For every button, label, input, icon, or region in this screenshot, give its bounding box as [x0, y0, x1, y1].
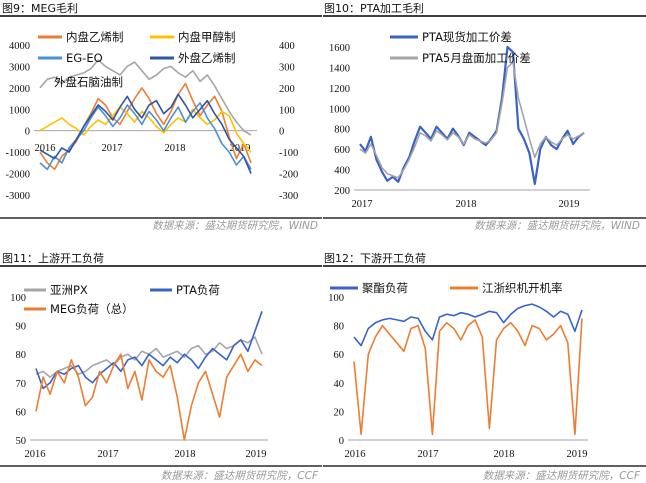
- chart12-title: 图12：下游开工负荷: [324, 251, 426, 265]
- chart12-x-tick-label: 2016: [345, 449, 366, 460]
- chart10-y-tick-label: 400: [334, 166, 350, 177]
- chart12-y-tick-label: 0: [339, 436, 344, 447]
- chart9-legend-label: 内盘甲醇制: [178, 30, 236, 44]
- chart11-x-tick-label: 2016: [25, 449, 46, 460]
- chart10-y-tick-label: 200: [334, 186, 350, 197]
- chart9-y-right-tick-label: -300: [279, 191, 298, 202]
- chart12-series-line: [353, 318, 583, 436]
- chart9-y-tick-label: 3000: [9, 62, 30, 73]
- chart12-y-tick-label: 40: [334, 379, 345, 390]
- chart9-y-right-tick-label: -200: [279, 170, 298, 181]
- chart12-source: 数据来源：盛达期货研究院，CCF: [483, 470, 641, 482]
- chart9-x-tick-label: 2016: [35, 143, 56, 154]
- chart10-legend-label: PTA5月盘面加工价差: [422, 51, 531, 65]
- chart10-series-line: [359, 45, 585, 185]
- chart9: 40003000200010000-1000-2000-300040030020…: [6, 30, 299, 202]
- chart10-y-tick-label: 1600: [329, 43, 350, 54]
- chart9-y-tick-label: 1000: [9, 105, 30, 116]
- chart11-source: 数据来源：盛达期货研究院，CCF: [161, 470, 319, 482]
- chart12-y-tick-label: 60: [334, 350, 345, 361]
- chart11-series-line: [35, 353, 263, 441]
- chart12-legend-label: 聚酯负荷: [362, 281, 408, 295]
- chart11-series-line: [35, 311, 263, 390]
- chart11-y-tick-label: 100: [10, 293, 26, 304]
- chart12-legend-label: 江浙织机开机率: [482, 281, 563, 295]
- chart10-y-tick-label: 1000: [329, 104, 350, 115]
- chart12-series-line: [353, 303, 583, 347]
- chart10-title: 图10：PTA加工毛利: [324, 2, 424, 15]
- chart12-y-tick-label: 100: [328, 293, 344, 304]
- chart10-y-tick-label: 600: [334, 145, 350, 156]
- chart9-legend-label: EG-EO: [66, 51, 103, 65]
- chart9-source: 数据来源：盛达期货研究院，WIND: [152, 220, 318, 232]
- chart11-legend-label: PTA负荷: [176, 283, 220, 297]
- chart9-y-right-tick-label: 200: [279, 84, 295, 95]
- chart9-title: 图9：MEG毛利: [2, 2, 78, 15]
- chart9-y-right-tick-label: 300: [279, 62, 295, 73]
- chart9-legend-label: 外盘石脑油制: [54, 75, 123, 89]
- chart9-y-right-tick-label: 100: [279, 105, 295, 116]
- chart9-y-tick-label: 4000: [9, 41, 30, 52]
- chart9-x-tick-label: 2018: [165, 143, 186, 154]
- chart10-x-tick-label: 2018: [456, 199, 477, 210]
- chart10-x-tick-label: 2019: [559, 199, 580, 210]
- chart12-y-tick-label: 20: [334, 407, 345, 418]
- chart9-y-right-tick-label: 400: [279, 41, 295, 52]
- chart11-x-tick-label: 2019: [246, 449, 267, 460]
- chart11-legend-label: MEG负荷（总）: [50, 302, 134, 316]
- chart12-y-tick-label: 80: [334, 322, 345, 333]
- chart9-legend-label: 内盘乙烯制: [66, 30, 124, 44]
- chart11: 100 90 80 70 60 50 2016 2017 2018 2019 亚洲PX PTA负荷 ME…: [10, 283, 268, 460]
- chart9-legend-label: 外盘乙烯制: [178, 51, 236, 65]
- chart12-x-tick-label: 2018: [494, 449, 515, 460]
- chart12-x-tick-label: 2017: [418, 449, 439, 460]
- chart9-y-tick-label: -1000: [6, 148, 31, 159]
- chart9-y-tick-label: -2000: [6, 170, 31, 181]
- chart10-legend-label: PTA现货加工价差: [422, 30, 512, 44]
- chart9-series-line: [39, 106, 252, 153]
- chart12-x-tick-label: 2019: [567, 449, 588, 460]
- chart9-y-right-tick-label: -100: [279, 148, 298, 159]
- chart11-y-tick-label: 60: [16, 407, 27, 418]
- chart9-series-line: [39, 93, 252, 174]
- chart10-y-tick-label: 1400: [329, 63, 350, 74]
- chart9-y-tick-label: 2000: [9, 84, 30, 95]
- chart9-x-tick-label: 2019: [230, 143, 251, 154]
- chart11-y-tick-label: 80: [16, 350, 27, 361]
- chart10-y-tick-label: 800: [334, 125, 350, 136]
- chart9-series-line: [39, 59, 252, 136]
- chart10-source: 数据来源：盛达期货研究院，WIND: [474, 220, 640, 232]
- chart9-y-tick-label: 0: [25, 127, 30, 138]
- chart11-y-tick-label: 90: [16, 322, 27, 333]
- chart9-y-right-tick-label: 0: [279, 127, 284, 138]
- chart9-y-tick-label: -3000: [6, 191, 31, 202]
- chart11-y-tick-label: 70: [16, 379, 27, 390]
- chart11-x-tick-label: 2017: [98, 449, 119, 460]
- chart11-y-tick-label: 50: [16, 436, 27, 447]
- chart10-y-tick-label: 1200: [329, 84, 350, 95]
- chart11-legend-label: 亚洲PX: [50, 283, 88, 297]
- chart10-x-tick-label: 2017: [352, 199, 373, 210]
- chart9-x-tick-label: 2017: [102, 143, 123, 154]
- chart11-x-tick-label: 2018: [175, 449, 196, 460]
- chart10-series-line: [359, 61, 585, 179]
- chart11-title: 图11：上游开工负荷: [2, 251, 104, 265]
